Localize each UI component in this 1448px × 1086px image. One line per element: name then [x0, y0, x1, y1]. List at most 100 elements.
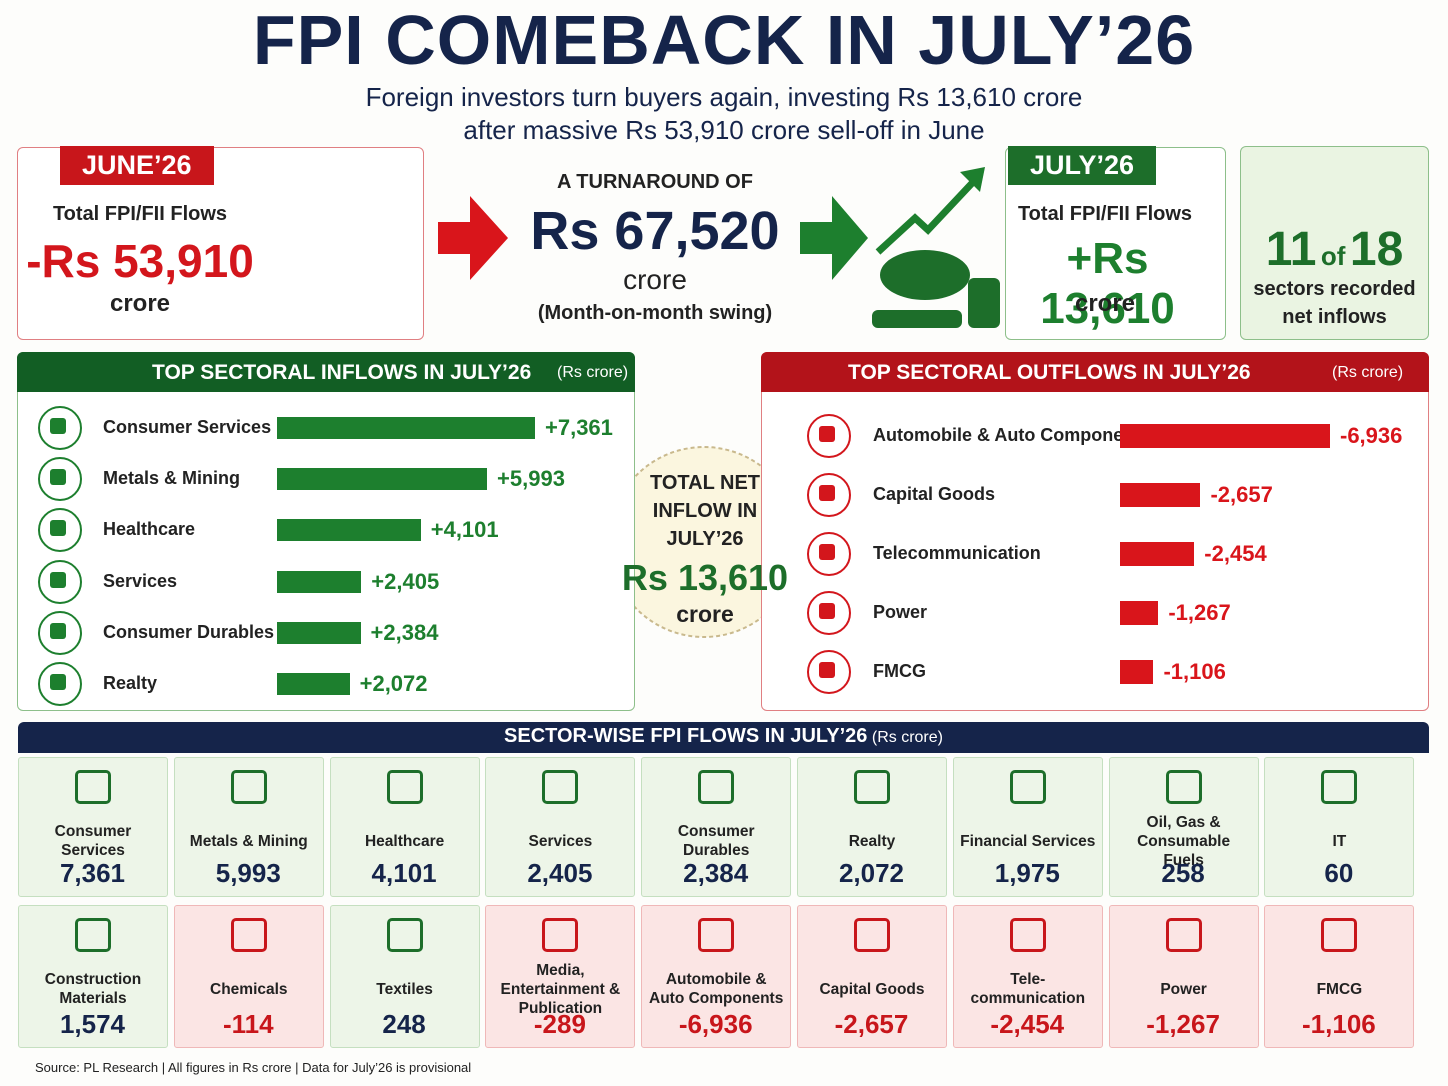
coins [872, 310, 962, 328]
july-label: Total FPI/FII Flows [1017, 203, 1193, 225]
bull [880, 250, 970, 300]
bar [1120, 542, 1195, 566]
sector-tile: Services 2,405 [485, 757, 636, 897]
total-line: JULY’26 [666, 528, 744, 550]
bar [277, 417, 535, 439]
tile-name: Capital Goods [819, 980, 925, 998]
sector-tile: Automobile & Auto Components -6,936 [641, 905, 792, 1048]
tile-name: Consumer Services [54, 823, 132, 859]
value-label: -2,657 [1210, 482, 1273, 507]
sector-tile: Consumer Durables 2,384 [641, 757, 792, 897]
outflows-unit: (Rs crore) [1332, 364, 1404, 381]
tile-icon [854, 918, 890, 952]
category-label: Automobile & Auto Components [873, 425, 1151, 445]
subtitle: after massive Rs 53,910 crore sell-off i… [463, 115, 985, 145]
total-lines: TOTAL NET INFLOW IN JULY’26 [620, 469, 790, 553]
category-label: FMCG [873, 661, 926, 681]
sector-icon-glyph [819, 603, 835, 619]
tile-value: -6,936 [678, 1009, 753, 1039]
up-arrow [875, 177, 978, 255]
bar [1120, 424, 1330, 448]
value-label: +2,405 [371, 568, 440, 594]
sector-tile: Oil, Gas & Consumable Fuels 258 [1108, 757, 1259, 897]
june-value: -Rs 53,910 [26, 235, 254, 287]
sector-icon-glyph [819, 544, 835, 560]
sector-icon-glyph [819, 485, 835, 501]
tile-icon [1321, 918, 1358, 952]
sectors-badge [1240, 146, 1429, 340]
tile-icon [542, 918, 579, 952]
tile-icon [1321, 770, 1358, 804]
value-label: -1,267 [1168, 600, 1231, 625]
tile-value: -1,106 [1302, 1009, 1376, 1039]
tile-name: Automobile & Auto Components [649, 971, 784, 1007]
value-label: +4,101 [430, 517, 499, 543]
value-label: +2,384 [370, 619, 439, 645]
sector-icon-glyph [819, 662, 835, 678]
bar [277, 519, 421, 542]
outflows-title: TOP SECTORAL OUTFLOWS IN JULY’26 [848, 361, 1251, 384]
tile-value: -2,657 [834, 1009, 909, 1039]
category-label: Consumer Services [103, 417, 272, 437]
tile-name: Financial Services [960, 832, 1096, 850]
sector-tile: Power -1,267 [1108, 905, 1259, 1048]
tile-icon [698, 770, 735, 804]
june-unit: crore [109, 290, 171, 317]
tile-value: 1,975 [994, 858, 1060, 888]
category-label: Consumer Durables [103, 621, 275, 642]
tile-name: Oil, Gas & Consumable Fuels [1137, 813, 1231, 869]
sector-icon-glyph [50, 418, 66, 434]
bar [277, 621, 361, 644]
sector-icon-glyph [50, 622, 66, 639]
tile-name: Healthcare [364, 832, 445, 850]
tile-name: Textiles [376, 980, 433, 998]
sector-tile: Consumer Services 7,361 [18, 757, 168, 897]
sector-tile: FMCG -1,106 [1264, 905, 1415, 1048]
tile-value: -114 [222, 1009, 274, 1039]
arrow-head [960, 167, 985, 192]
outflows-panel [761, 352, 1429, 711]
tile-name: Realty [848, 832, 896, 850]
sector-icon [38, 508, 82, 553]
category-label: Services [103, 570, 178, 591]
value-label: -1,106 [1163, 659, 1226, 684]
tile-name: Chemicals [210, 980, 288, 998]
sector-tile: IT 60 [1264, 757, 1415, 897]
total-value: Rs 13,610 [621, 557, 789, 598]
category-label: Capital Goods [873, 484, 996, 504]
tile-name: IT [1332, 832, 1347, 850]
category-label: Realty [103, 673, 158, 693]
sector-icon [38, 662, 82, 706]
tile-value: 1,574 [59, 1009, 126, 1039]
sector-tile: Construction Materials 1,574 [18, 905, 168, 1048]
tile-value: 2,384 [683, 858, 749, 888]
bar [277, 468, 488, 491]
sector-tile: Financial Services 1,975 [952, 757, 1103, 897]
footer: Source: PL Research | All figures in Rs … [35, 1060, 472, 1075]
sector-icon [807, 650, 851, 694]
sector-tile: Realty 2,072 [797, 757, 947, 897]
category-label: Healthcare [103, 519, 196, 540]
tile-icon [386, 770, 423, 804]
tile-value: 2,405 [527, 858, 593, 888]
sector-icon-glyph [819, 426, 835, 442]
tile-value: -1,267 [1146, 1009, 1220, 1039]
tile-icon [1165, 770, 1202, 804]
sector-icon [807, 414, 851, 458]
sector-tile: Metals & Mining 5,993 [173, 757, 324, 897]
tile-icon [230, 918, 267, 952]
swing-heading: A TURNAROUND OF [557, 171, 753, 193]
tile-name: Power [1160, 980, 1207, 998]
sector-tile: Media, Entertainment & Publication -289 [485, 905, 636, 1048]
bar [277, 673, 350, 695]
bar [277, 570, 362, 593]
badge-line: net inflows [1282, 306, 1387, 328]
sector-icon-glyph [50, 571, 66, 588]
tile-value: 5,993 [215, 858, 281, 888]
grid-title: SECTOR-WISE FPI FLOWS IN JULY’26 [504, 725, 868, 747]
total-line: INFLOW IN [652, 500, 758, 522]
grid-unit: (Rs crore) [871, 729, 943, 746]
sector-tile: Capital Goods -2,657 [797, 905, 947, 1048]
july-unit: crore [1074, 290, 1136, 317]
inflows-header [17, 352, 635, 392]
